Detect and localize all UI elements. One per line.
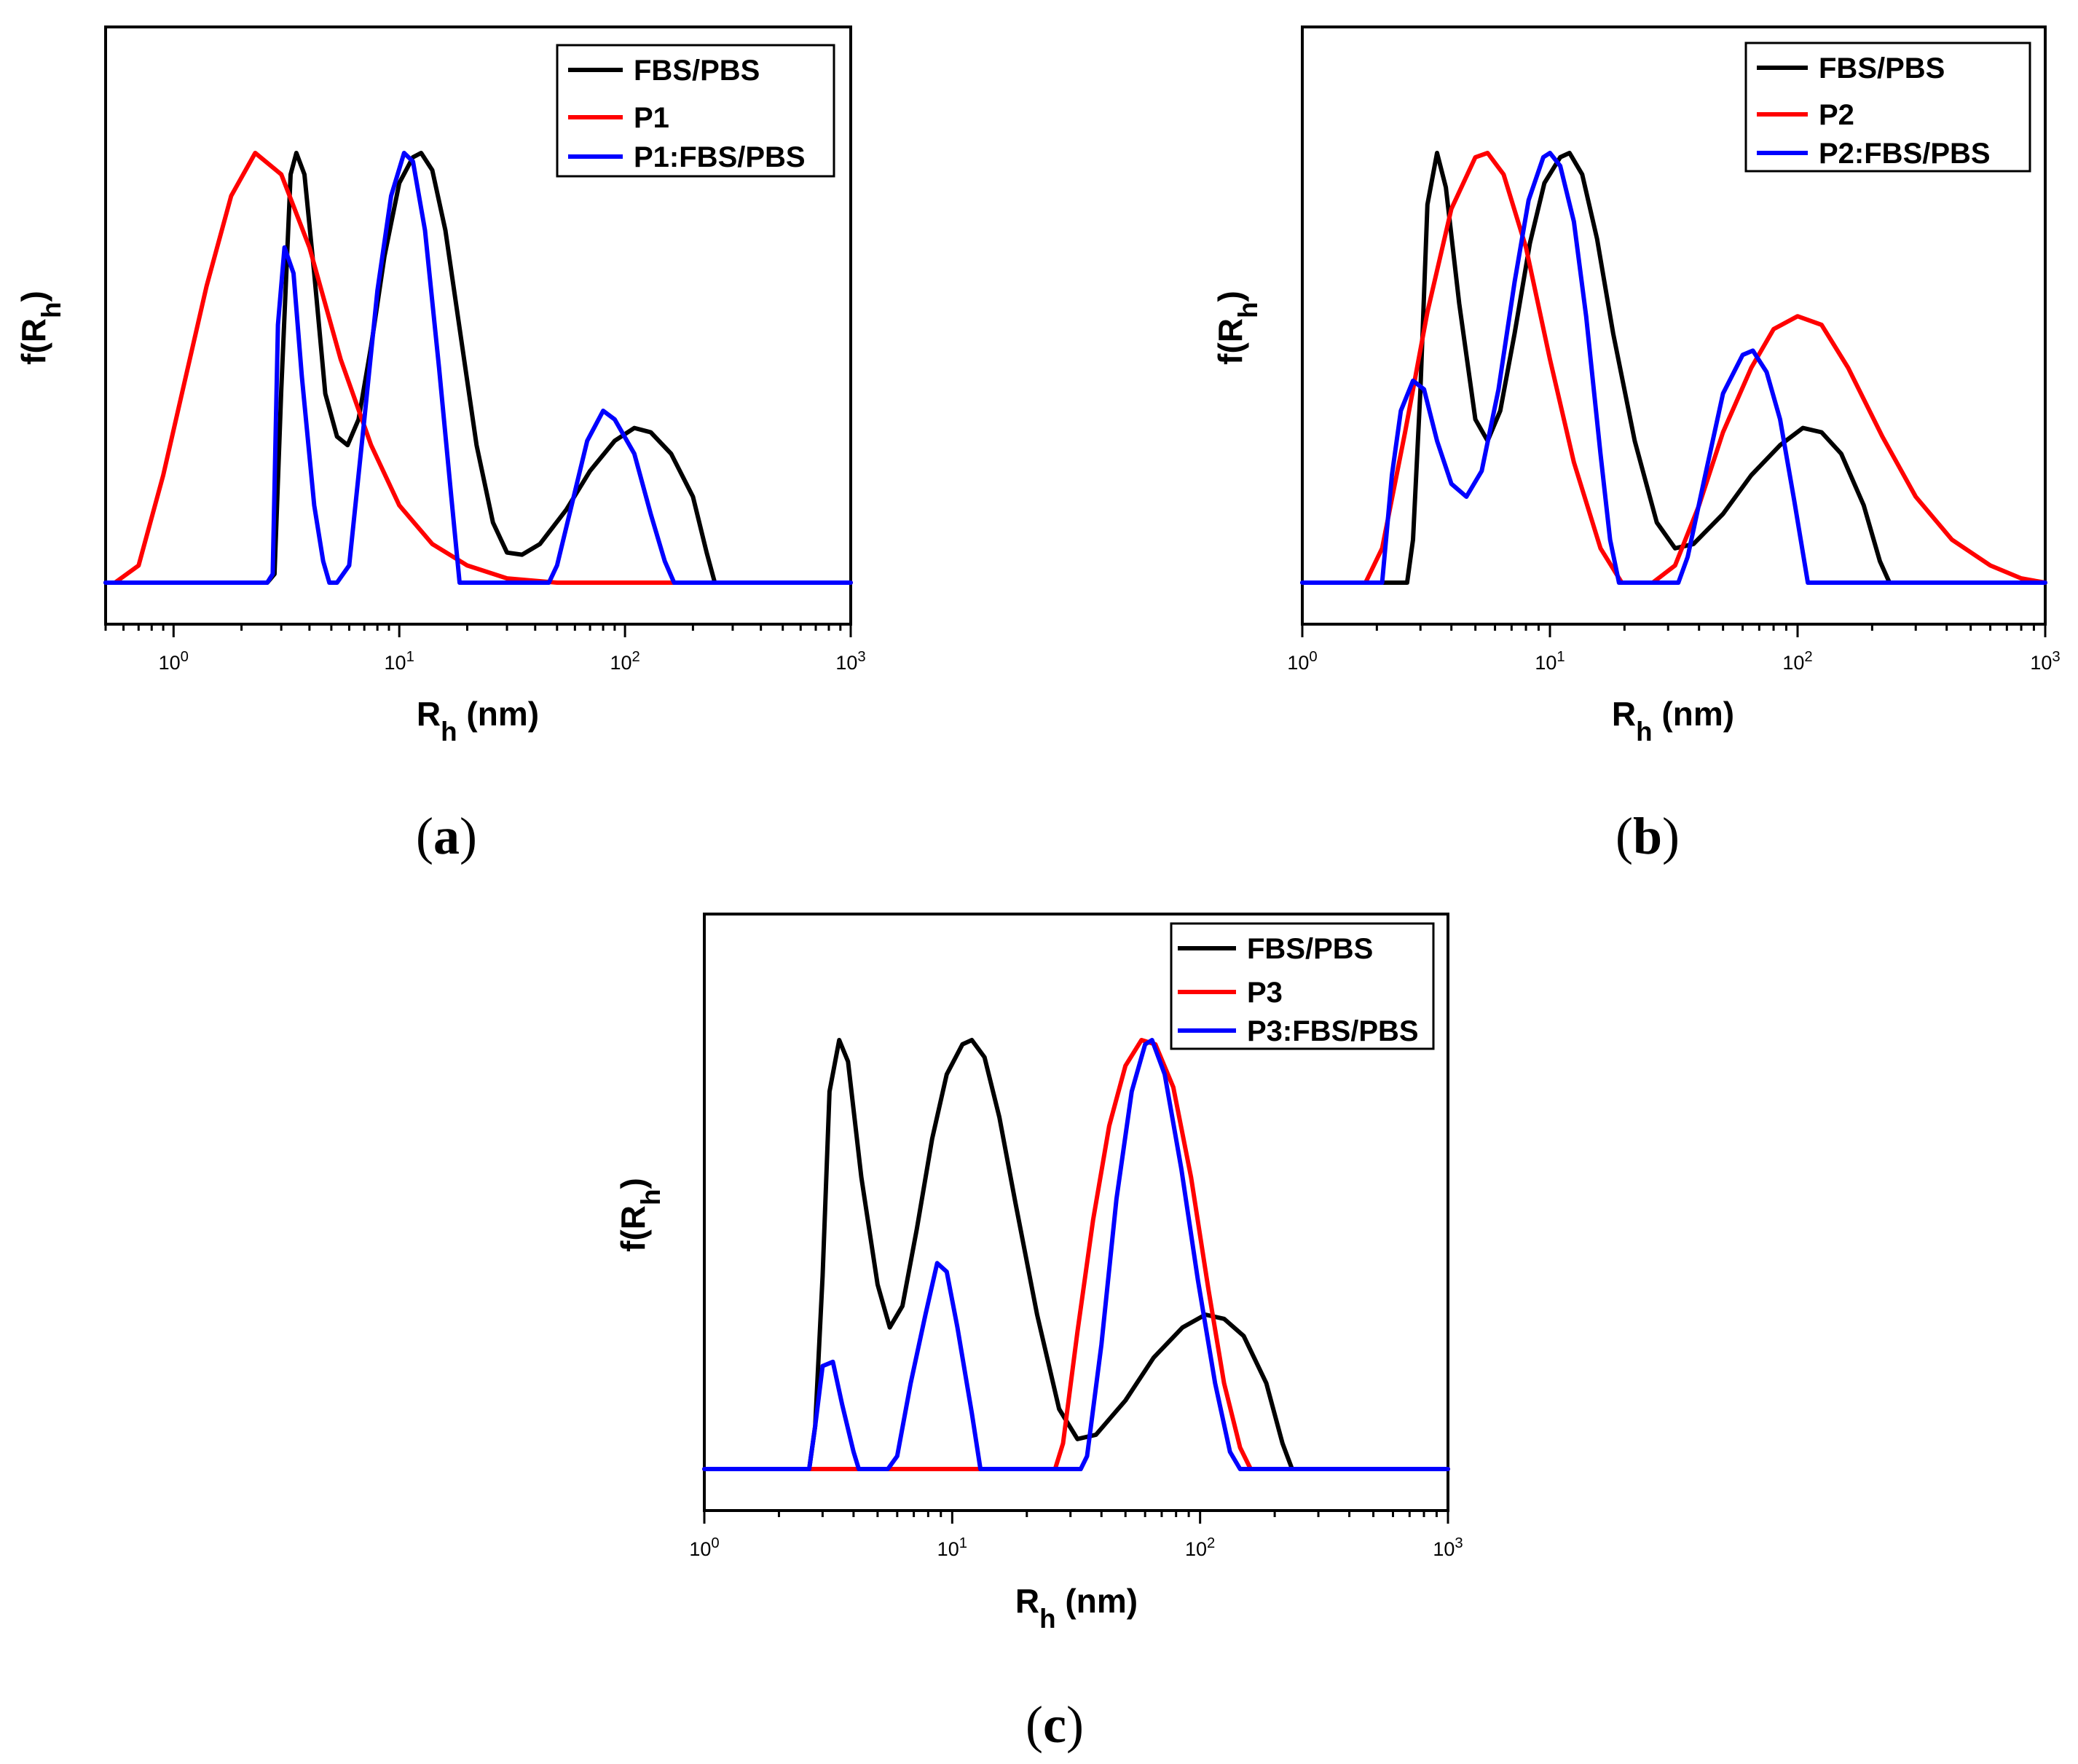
x-axis-label: Rh (nm) (1015, 1582, 1138, 1634)
y-axis-label: f(Rh) (1211, 291, 1263, 365)
x-tick-label: 102 (1185, 1535, 1215, 1560)
series-line-fbs-pbs (702, 1038, 1450, 1471)
chart-b: 100 101 102 103 f(Rh) Rh (nm) FBS/PBS P2 P2:FBS/… (1211, 25, 2061, 865)
legend-box (556, 44, 835, 178)
x-tick-label: 102 (1782, 649, 1812, 674)
series-line-p1 (112, 151, 853, 585)
legend-label: P1 (634, 102, 669, 134)
y-axis-label: f(Rh) (614, 1178, 666, 1252)
legend-label: P3 (1247, 977, 1283, 1009)
plot-frame (703, 913, 1449, 1512)
x-tick-label: 103 (2030, 649, 2060, 674)
legend-label: FBS/PBS (634, 55, 760, 87)
y-axis-label: f(Rh) (15, 291, 66, 365)
legend-label: FBS/PBS (1819, 52, 1945, 84)
x-tick-label: 103 (1433, 1535, 1463, 1560)
series-line-p3-fbs-pbs (702, 1038, 1450, 1471)
chart-c: 100 101 102 103 f(Rh) Rh (nm) FBS/PBS P3 P3:FBS/… (614, 913, 1463, 1754)
legend-label: P3:FBS/PBS (1247, 1015, 1419, 1047)
series-line-fbs-pbs (1300, 151, 2047, 585)
x-tick-label: 101 (385, 649, 414, 674)
legend: FBS/PBS P3 P3:FBS/PBS (1170, 922, 1435, 1050)
x-tick-label: 103 (835, 649, 865, 674)
x-tick-label: 102 (610, 649, 639, 674)
plot-frame (104, 25, 852, 626)
x-tick-label: 100 (159, 649, 189, 674)
x-tick-label: 100 (1287, 649, 1317, 674)
panel-label: (a) (416, 807, 477, 865)
legend: FBS/PBS P2 P2:FBS/PBS (1744, 42, 2031, 173)
series-line-fbs-pbs (103, 151, 853, 585)
series-line-p2-fbs-pbs (1300, 151, 2047, 585)
series-line-p2 (1363, 151, 2047, 585)
x-axis-label: Rh (nm) (417, 695, 539, 747)
x-tick-label: 101 (1535, 649, 1565, 674)
x-tick-label: 101 (937, 1535, 967, 1560)
chart-a: 100 101 102 103 f(Rh) Rh (nm) FBS/PBS P1 P1:FBS/… (15, 25, 866, 865)
legend-label: P1:FBS/PBS (634, 141, 806, 173)
legend-label: FBS/PBS (1247, 933, 1373, 965)
legend-label: P2:FBS/PBS (1819, 138, 1991, 170)
legend: FBS/PBS P1 P1:FBS/PBS (556, 44, 835, 178)
legend-box (1744, 42, 2031, 173)
series-line-p1-fbs-pbs (103, 151, 853, 585)
plot-frame (1301, 25, 2047, 626)
panel-label: (b) (1615, 807, 1680, 865)
x-tick-label: 100 (689, 1535, 719, 1560)
legend-box (1170, 922, 1435, 1050)
legend-label: P2 (1819, 99, 1854, 131)
x-axis-label: Rh (nm) (1612, 695, 1734, 747)
panel-label: (c) (1026, 1696, 1084, 1754)
